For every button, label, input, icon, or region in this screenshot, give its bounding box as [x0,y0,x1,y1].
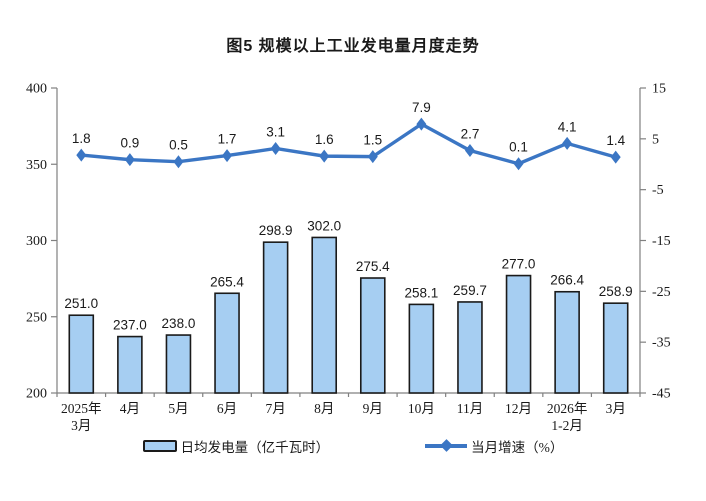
bar-value-label: 275.4 [356,259,390,274]
right-axis-tick-label: -45 [652,387,671,402]
line-value-label: 1.5 [363,133,382,148]
line-value-label: 1.6 [315,132,334,147]
left-axis-tick-label: 300 [26,234,47,249]
line-value-label: 3.1 [266,124,285,139]
line-point [416,117,427,131]
x-axis-label: 3月 [606,401,626,416]
bar-swatch-icon [142,440,177,452]
x-axis-label: 7月 [266,401,286,416]
chart-title: 图5 规模以上工业发电量月度走势 [226,38,480,55]
bar-value-label: 265.4 [210,274,244,289]
diamond-marker-icon [440,439,453,452]
bar [262,241,289,394]
line-value-label: 0.1 [509,140,528,155]
bar-value-label: 258.1 [404,285,438,300]
bar [554,290,580,394]
line-point [173,155,184,169]
bar [359,277,386,394]
line-point [76,148,87,162]
right-axis-tick-label: 5 [652,132,659,147]
right-axis-tick-label: -15 [652,234,671,249]
line-value-label: 7.9 [412,100,431,115]
line-value-label: 1.4 [606,133,625,148]
line-point [513,157,524,171]
bar-value-label: 258.9 [599,284,633,299]
bar [214,292,240,394]
right-axis-tick-label: -5 [652,183,664,198]
bar-value-label: 238.0 [162,316,196,331]
x-axis-label: 11月 [457,401,484,416]
x-axis-label: 2026年 [547,401,588,416]
line-point [464,144,475,158]
line-swatch-icon [425,439,468,452]
bar-value-label: 237.0 [113,318,147,333]
line-point [367,150,378,164]
line-point [124,153,135,167]
left-axis-tick-label: 350 [26,158,47,173]
line-value-label: 4.1 [558,119,577,134]
legend-item-line: 当月增速（%） [425,436,563,456]
line-point [222,149,233,163]
line-point [270,141,281,155]
bar [311,236,338,394]
legend-bar-label: 日均发电量（亿千瓦时） [180,440,330,455]
right-axis-tick-label: -25 [652,285,671,300]
bar [117,335,143,394]
x-axis-label: 10月 [408,401,435,416]
line-point [319,149,330,163]
bar-value-label: 266.4 [550,273,584,288]
x-axis-label: 4月 [120,401,140,416]
bar-value-label: 302.0 [307,218,341,233]
bar [457,301,483,394]
bar [408,303,435,394]
bar [505,274,532,394]
legend-line-label: 当月增速（%） [471,440,564,455]
x-axis-label: 9月 [363,401,383,416]
x-axis-label: 5月 [168,401,188,416]
x-axis-label: 1-2月 [551,418,583,433]
chart-canvas: 400 350 300 250 200 15 5 -5 -15 -25 -35 -45 2025年 3月 4… [26,82,671,434]
line-value-label: 2.7 [461,127,480,142]
line-value-label: 1.7 [218,132,237,147]
bar-value-label: 298.9 [259,223,293,238]
right-axis-tick-label: -35 [652,336,671,351]
line-point [610,150,621,164]
left-axis-tick-label: 250 [26,310,47,325]
chart-legend: 日均发电量（亿千瓦时） 当月增速（%） [0,436,706,456]
x-axis-label: 2025年 [61,401,102,416]
right-axis-tick-label: 15 [652,82,666,97]
line-series [81,122,617,166]
x-axis-label: 6月 [217,401,237,416]
bar [602,302,629,394]
x-axis-label: 3月 [71,418,91,433]
line-point [562,136,573,150]
bar-value-label: 277.0 [502,257,536,272]
bar [165,334,192,394]
left-axis-tick-label: 200 [26,387,47,402]
legend-item-bar: 日均发电量（亿千瓦时） [142,436,330,456]
bar [68,314,95,394]
line-value-label: 0.5 [169,138,188,153]
bar-value-label: 259.7 [453,283,487,298]
bar-value-label: 251.0 [64,296,98,311]
x-axis-label: 12月 [505,401,532,416]
line-value-label: 1.8 [72,131,91,146]
left-axis-tick-label: 400 [26,82,47,97]
x-axis-label: 8月 [314,401,334,416]
line-value-label: 0.9 [120,136,139,151]
